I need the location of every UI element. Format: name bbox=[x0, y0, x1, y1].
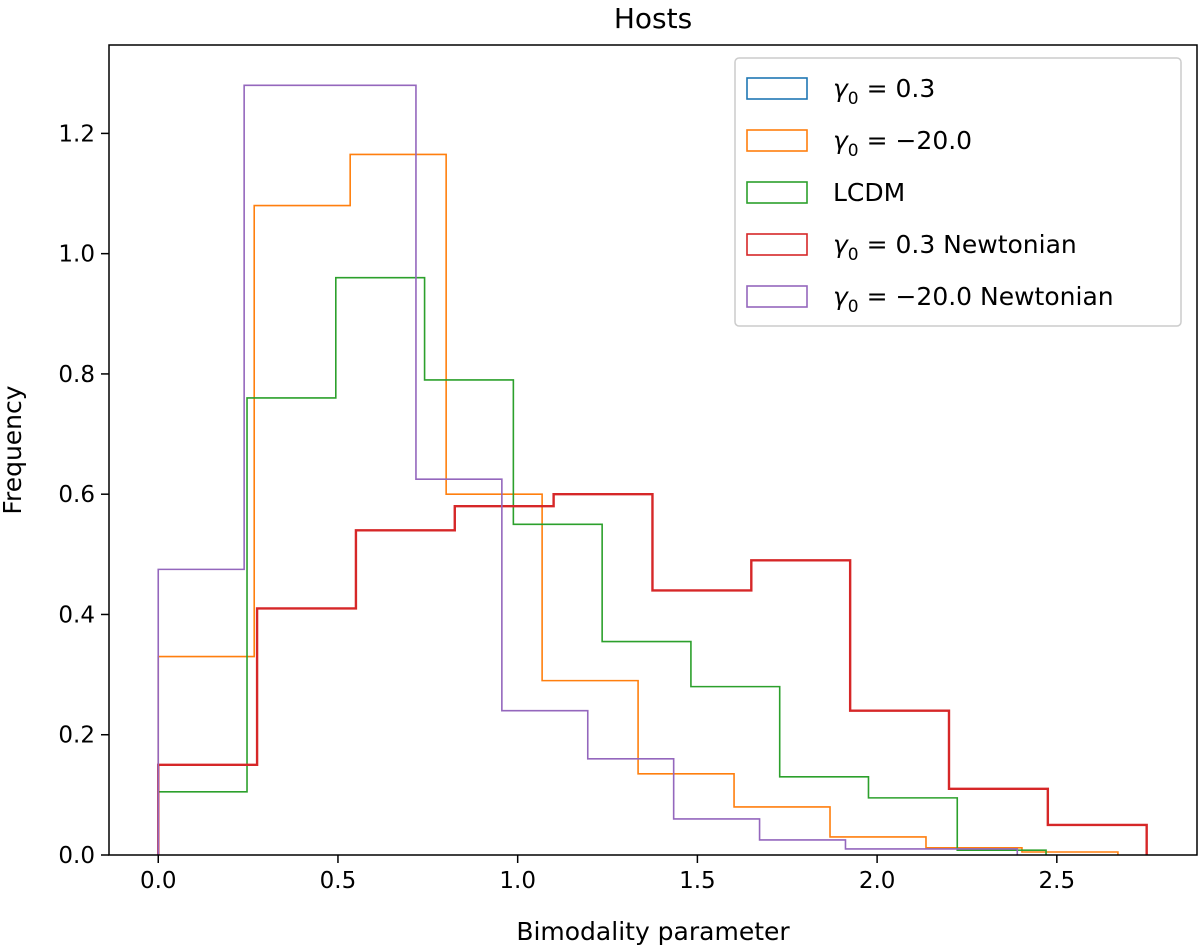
series-step-2 bbox=[157, 276, 1047, 855]
y-tick-label: 0.2 bbox=[58, 723, 95, 749]
chart-title: Hosts bbox=[614, 2, 692, 35]
legend-swatch-4 bbox=[746, 285, 808, 308]
legend-frame bbox=[734, 57, 1182, 327]
series-layer bbox=[157, 84, 1148, 855]
y-axis-title: Frequency bbox=[0, 385, 27, 514]
y-axis: 0.0 0.2 0.4 0.6 0.8 1.0 1.2 bbox=[58, 121, 109, 869]
x-tick-label: 1.0 bbox=[499, 868, 536, 894]
y-tick-label: 0.0 bbox=[58, 843, 95, 869]
series-step-3 bbox=[157, 492, 1148, 855]
legend-label-1: γ0 = −20.0 bbox=[833, 126, 972, 161]
x-tick-label: 1.5 bbox=[679, 868, 716, 894]
y-tick-label: 0.4 bbox=[58, 602, 95, 628]
x-tick-label: 0.5 bbox=[320, 868, 357, 894]
legend: γ0 = 0.3 γ0 = −20.0 LCDM γ0 = 0.3 Newtonian… bbox=[734, 57, 1182, 327]
x-axis: 0.0 0.5 1.0 1.5 2.0 2.5 bbox=[140, 855, 1075, 894]
legend-swatch-2 bbox=[746, 181, 808, 204]
y-tick-label: 0.6 bbox=[58, 482, 95, 508]
legend-label-0: γ0 = 0.3 bbox=[833, 74, 935, 109]
y-tick-label: 0.8 bbox=[58, 362, 95, 388]
legend-swatch-1 bbox=[746, 129, 808, 152]
y-tick-label: 1.0 bbox=[58, 242, 95, 268]
y-tick-label: 1.2 bbox=[58, 121, 95, 147]
x-tick-label: 2.0 bbox=[859, 868, 896, 894]
legend-swatch-3 bbox=[746, 233, 808, 256]
series-step-4 bbox=[157, 84, 1019, 855]
x-axis-title: Bimodality parameter bbox=[516, 917, 790, 946]
legend-label-2: LCDM bbox=[833, 178, 905, 207]
legend-swatch-0 bbox=[746, 77, 808, 100]
legend-label-3: γ0 = 0.3 Newtonian bbox=[833, 230, 1077, 265]
x-tick-label: 0.0 bbox=[140, 868, 177, 894]
x-tick-label: 2.5 bbox=[1039, 868, 1076, 894]
series-step-1 bbox=[157, 153, 1119, 855]
plot-frame bbox=[108, 44, 1198, 856]
legend-label-4: γ0 = −20.0 Newtonian bbox=[833, 282, 1114, 317]
